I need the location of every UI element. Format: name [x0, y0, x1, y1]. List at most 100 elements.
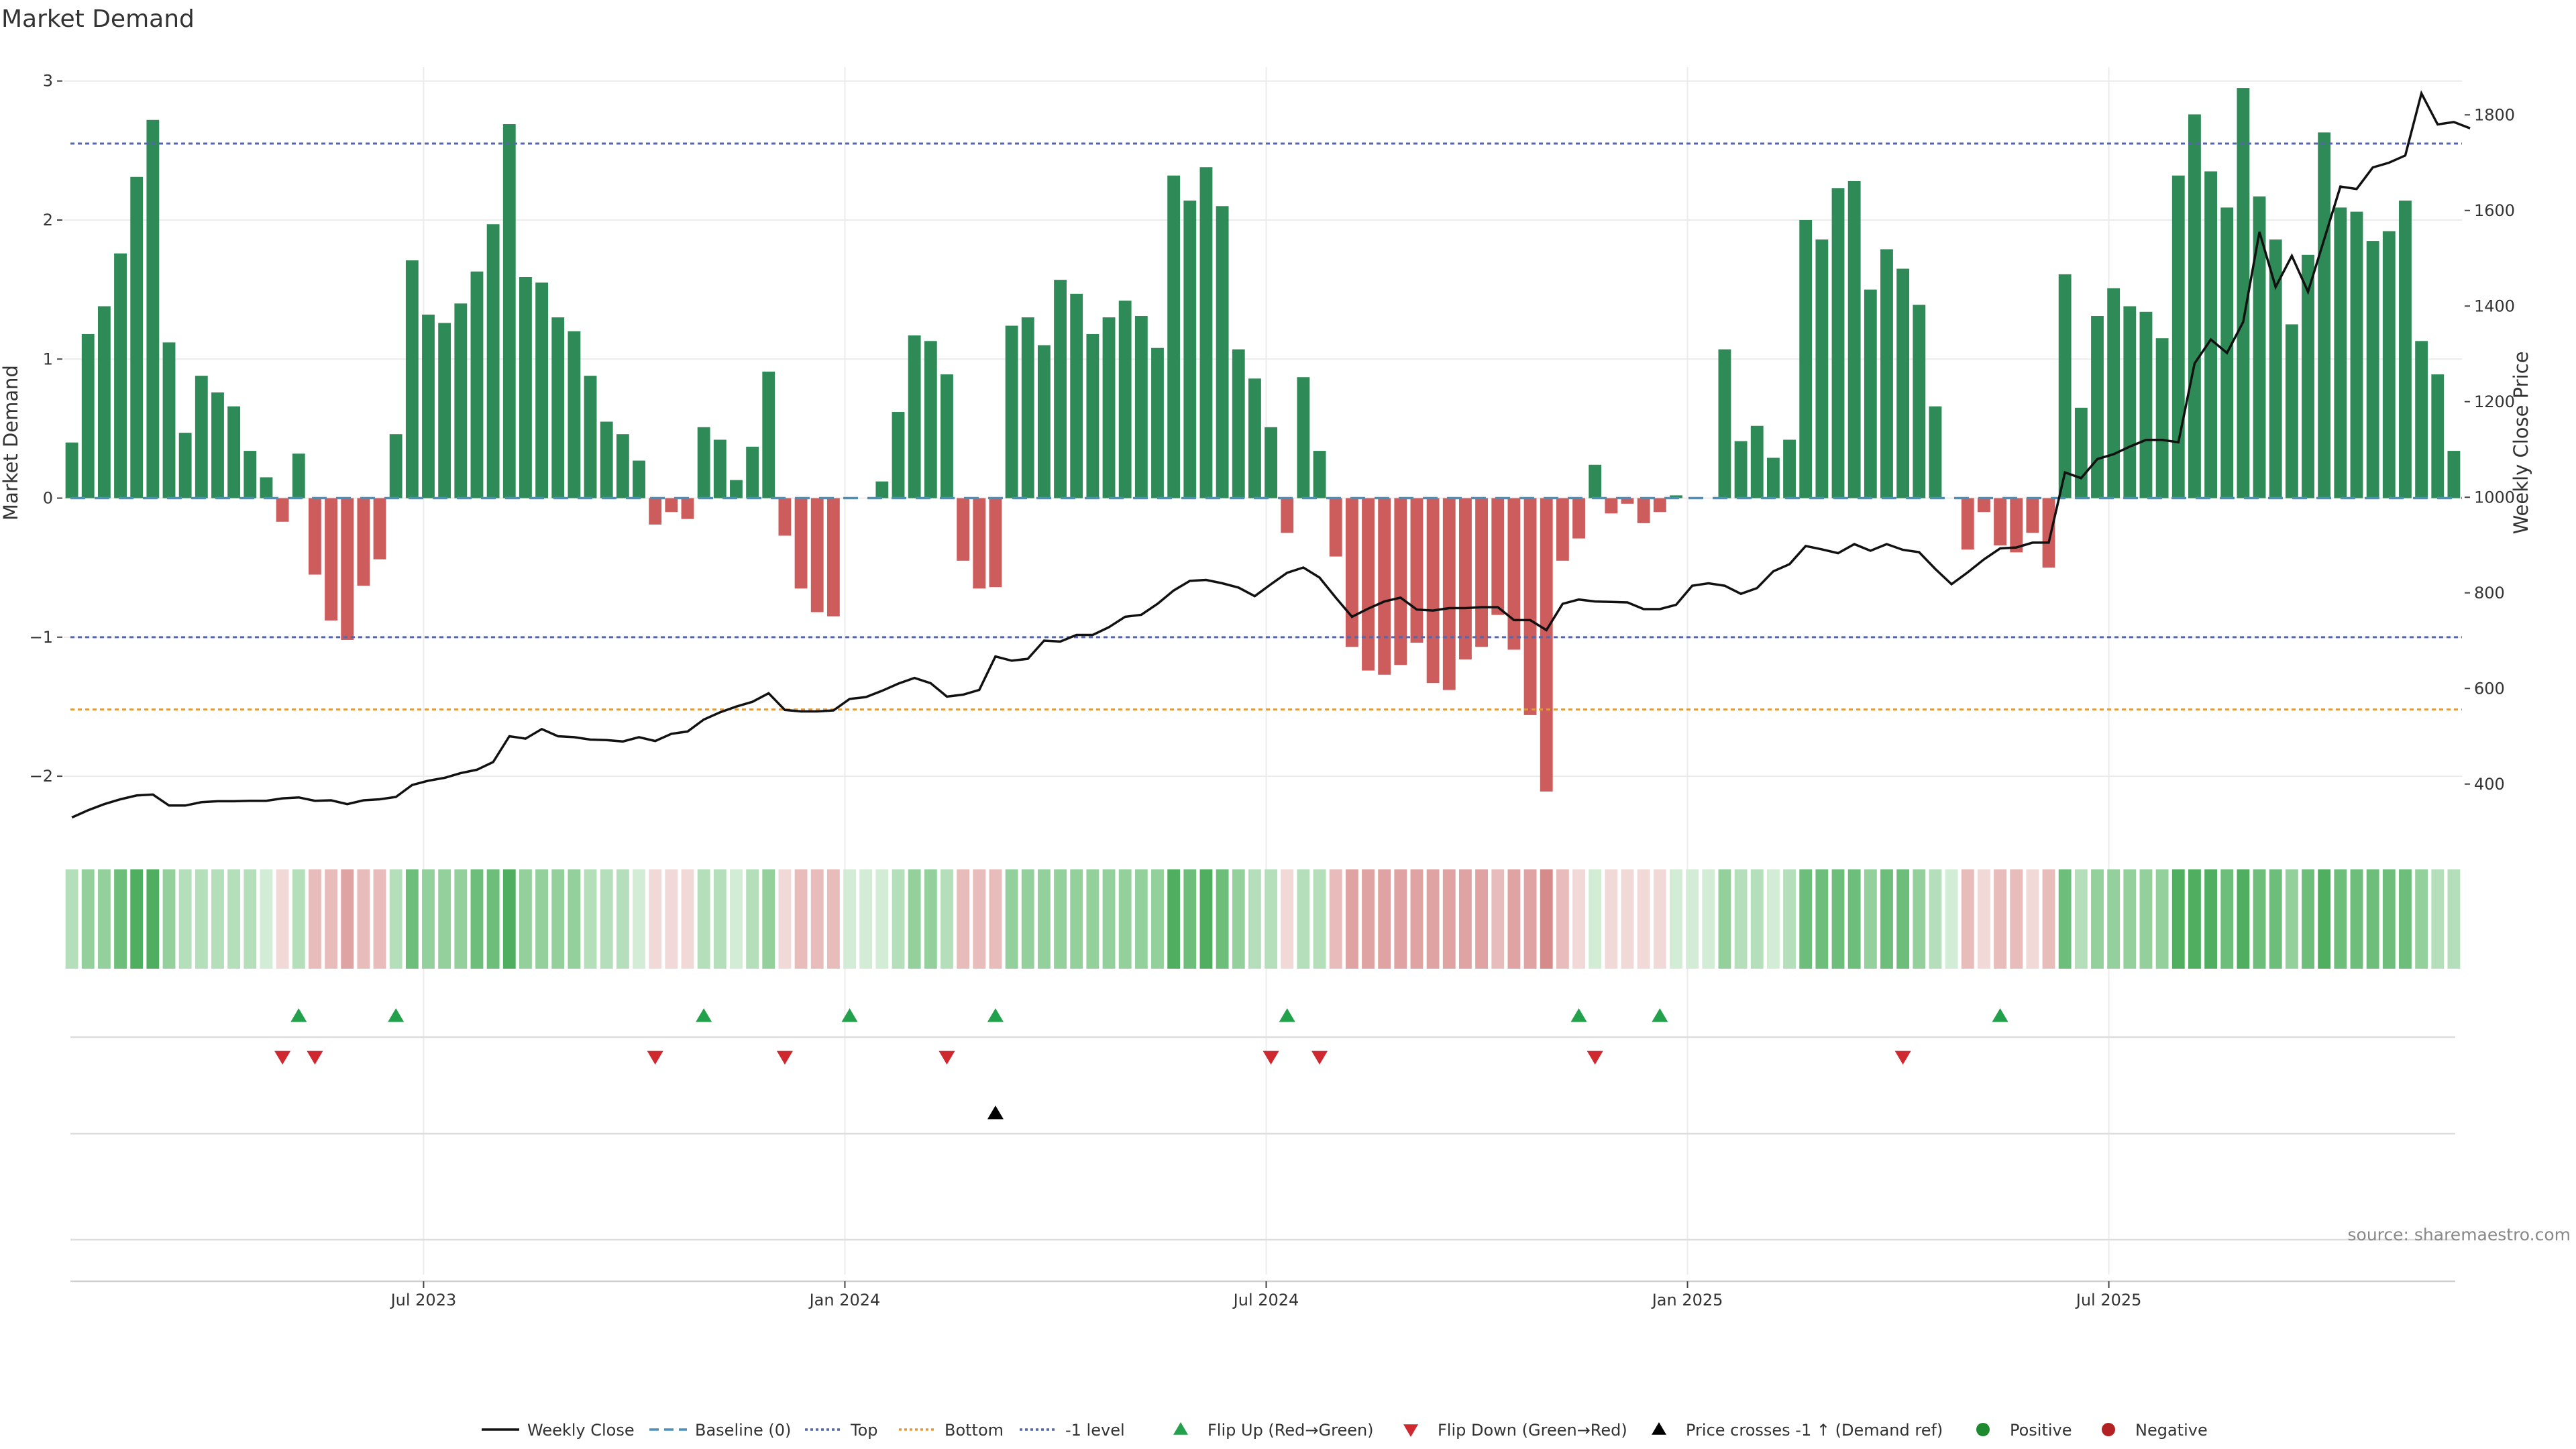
demand-bar	[826, 498, 840, 616]
demand-bar	[373, 498, 386, 559]
legend-label: Flip Down (Green→Red)	[1438, 1421, 1627, 1440]
y-tick-label: 2	[43, 211, 53, 229]
heat-cell	[2253, 869, 2266, 969]
heat-cell	[2350, 869, 2363, 969]
legend-label: Top	[850, 1421, 878, 1440]
x-tick-label: Jul 2023	[390, 1291, 457, 1309]
heat-cell	[1766, 869, 1780, 969]
demand-bar	[2366, 241, 2379, 498]
heat-cell	[1021, 869, 1034, 969]
demand-bar	[1670, 495, 1682, 498]
heat-cell	[2447, 869, 2461, 969]
heat-cell	[1702, 869, 1715, 969]
demand-bar	[1929, 406, 1942, 498]
flip-down-marker	[1263, 1051, 1279, 1065]
demand-bar	[941, 374, 953, 498]
heat-cell	[486, 869, 500, 969]
demand-bar	[1086, 333, 1099, 498]
heat-cell	[568, 869, 581, 969]
heat-cell	[97, 869, 111, 969]
flip-up-marker	[987, 1008, 1004, 1022]
heat-cell	[1880, 869, 1893, 969]
demand-bar	[1054, 280, 1067, 498]
demand-heat-strip	[65, 869, 2461, 969]
demand-bar	[616, 434, 629, 498]
x-axis-ticks: Jul 2023 Jan 2024 Jul 2024 Jan 2025 Jul 2025	[390, 1281, 2141, 1309]
heat-cell	[908, 869, 921, 969]
demand-bar	[2091, 316, 2104, 498]
price-cross-marker	[987, 1106, 1004, 1120]
y2-tick-label: 1600	[2474, 201, 2515, 220]
heat-cell	[2074, 869, 2088, 969]
demand-bar	[1637, 498, 1650, 523]
signal-panels	[70, 1036, 2455, 1283]
demand-bar	[1540, 498, 1553, 792]
flip-down-marker	[307, 1051, 323, 1065]
heat-cell	[502, 869, 516, 969]
heat-cell	[1329, 869, 1342, 969]
demand-bar	[2318, 132, 2331, 498]
heat-cell	[292, 869, 305, 969]
demand-bar	[2155, 338, 2169, 498]
heat-cell	[276, 869, 289, 969]
demand-bar	[502, 123, 516, 498]
demand-bar	[1021, 317, 1034, 498]
heat-cell	[1929, 869, 1942, 969]
heat-cell	[1507, 869, 1521, 969]
heat-cell	[2318, 869, 2331, 969]
demand-bar	[762, 371, 775, 498]
heat-cell	[2139, 869, 2153, 969]
demand-bar	[1750, 425, 1764, 498]
heat-cell	[1734, 869, 1748, 969]
heat-cell	[2188, 869, 2201, 969]
heat-cell	[1718, 869, 1731, 969]
demand-bar	[1394, 498, 1407, 665]
demand-bar	[2204, 171, 2218, 498]
demand-bar	[1994, 498, 2006, 546]
heat-cell	[1151, 869, 1164, 969]
demand-bar	[1265, 427, 1277, 498]
demand-bar	[1718, 349, 1731, 498]
heat-cell	[1799, 869, 1813, 969]
legend-label: Negative	[2135, 1421, 2208, 1440]
y2-tick-label: 1200	[2474, 392, 2515, 411]
demand-bar	[2237, 88, 2250, 498]
demand-bar	[649, 498, 662, 525]
demand-bar	[1605, 498, 1618, 514]
heat-cell	[1232, 869, 1245, 969]
heat-cell	[713, 869, 727, 969]
demand-bar	[1977, 498, 1990, 513]
demand-bar	[146, 119, 160, 498]
y2-tick-label: 1000	[2474, 488, 2515, 506]
y2-tick-label: 600	[2474, 679, 2505, 698]
demand-bar	[1281, 498, 1294, 533]
heat-cell	[1167, 869, 1181, 969]
heat-cell	[1831, 869, 1845, 969]
demand-bar	[1297, 377, 1310, 498]
chart-title: Market Demand	[1, 5, 195, 33]
flip-up-marker	[696, 1008, 712, 1022]
heat-cell	[1054, 869, 1067, 969]
heat-cell	[762, 869, 775, 969]
demand-bar	[308, 498, 321, 575]
heat-cell	[1410, 869, 1424, 969]
heat-cell	[114, 869, 127, 969]
demand-bar	[1232, 349, 1245, 498]
heat-cell	[422, 869, 435, 969]
demand-bar	[568, 331, 581, 498]
y-tick-label: 0	[43, 489, 53, 508]
legend-swatch	[1652, 1422, 1666, 1435]
heat-cell	[2042, 869, 2055, 969]
demand-bar	[244, 451, 257, 498]
flip-up-marker	[841, 1008, 858, 1022]
heat-cell	[389, 869, 402, 969]
legend-label: Flip Up (Red→Green)	[1208, 1421, 1374, 1440]
left-axis-ticks: −2 −1 0 1 2 3	[30, 72, 62, 786]
heat-cell	[2026, 869, 2039, 969]
flip-down-marker	[938, 1051, 955, 1065]
demand-bar	[681, 498, 694, 519]
heat-cell	[875, 869, 889, 969]
heat-cell	[681, 869, 694, 969]
demand-bar	[2399, 200, 2412, 498]
heat-cell	[178, 869, 192, 969]
